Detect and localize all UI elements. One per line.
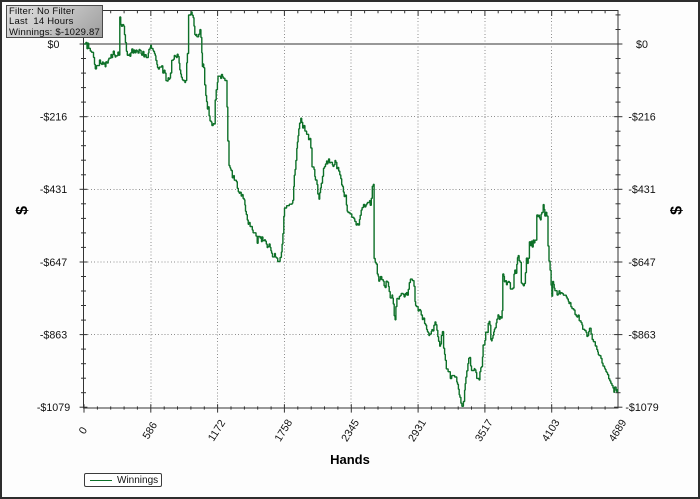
svg-text:2931: 2931 [406, 417, 429, 444]
svg-text:-$216: -$216 [628, 112, 655, 124]
svg-text:-$863: -$863 [628, 329, 655, 341]
svg-text:$: $ [14, 206, 31, 215]
svg-text:-$431: -$431 [40, 184, 67, 196]
svg-text:1172: 1172 [206, 418, 228, 444]
svg-text:586: 586 [140, 420, 160, 442]
svg-text:$0: $0 [636, 39, 648, 51]
svg-text:Hands: Hands [330, 452, 370, 467]
svg-text:1758: 1758 [272, 417, 295, 444]
svg-text:-$216: -$216 [40, 112, 67, 124]
svg-text:-$1079: -$1079 [625, 402, 658, 414]
svg-text:2345: 2345 [339, 417, 362, 444]
svg-text:-$647: -$647 [40, 257, 67, 269]
svg-text:-$863: -$863 [40, 329, 67, 341]
svg-text:$: $ [669, 206, 686, 215]
svg-text:3517: 3517 [473, 417, 496, 444]
svg-text:-$647: -$647 [628, 257, 655, 269]
svg-text:4689: 4689 [607, 417, 630, 444]
svg-text:-$1079: -$1079 [37, 402, 70, 414]
svg-text:$0: $0 [48, 39, 60, 51]
svg-text:-$431: -$431 [628, 184, 655, 196]
svg-text:0: 0 [77, 425, 90, 436]
svg-text:4103: 4103 [540, 417, 563, 444]
